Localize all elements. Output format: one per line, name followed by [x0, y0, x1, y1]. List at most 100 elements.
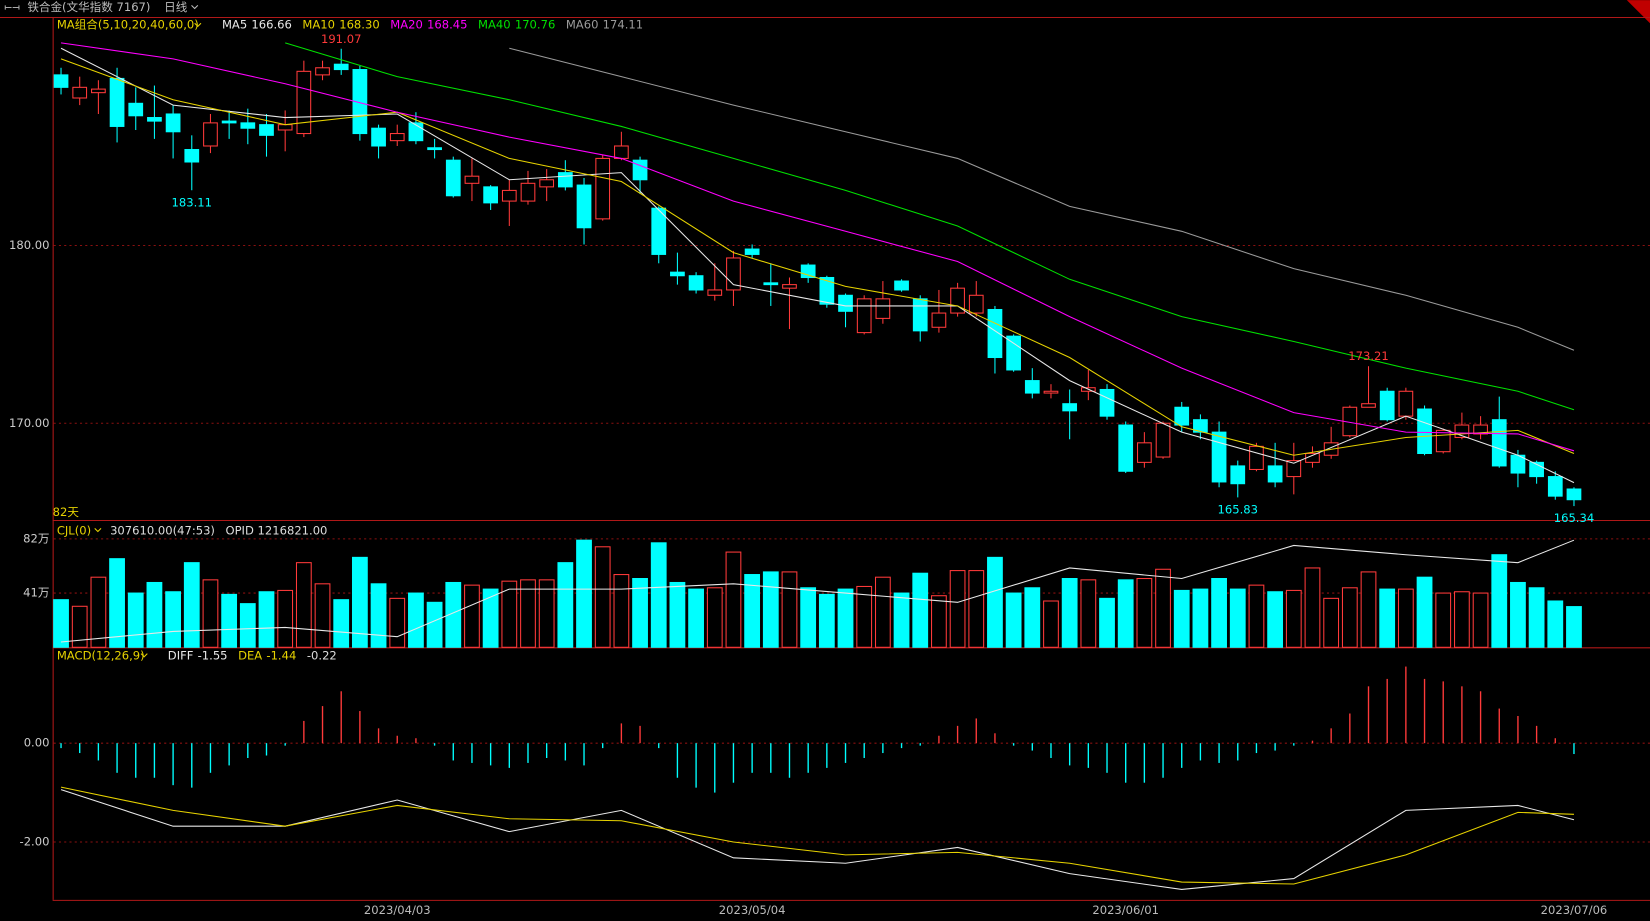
candle-body: [371, 127, 386, 147]
legend: CJL(0) 307610.00(47:53) OPID 1216821.00: [57, 523, 328, 537]
volume-bar: [1136, 577, 1153, 648]
volume-bar: [1416, 576, 1433, 648]
candle-body: [838, 294, 853, 312]
volume-bar: [1341, 587, 1358, 648]
volume-bar: [725, 551, 742, 648]
volume-bar: [1285, 589, 1302, 648]
candle-body: [557, 172, 573, 188]
legend-name: DIFF: [168, 648, 194, 662]
indicator-line: [60, 786, 1574, 885]
candle-body: [1286, 460, 1302, 478]
volume-bar: [1379, 588, 1396, 648]
candle-body: [782, 284, 797, 289]
volume-bar: [650, 542, 667, 648]
candle-body: [520, 182, 536, 202]
legend-value: 170.76: [515, 17, 555, 31]
volume-bar: [482, 588, 499, 648]
candle-body: [1267, 465, 1283, 483]
volume-bar: [912, 572, 929, 648]
indicator-line: [60, 789, 1575, 890]
candle-body: [128, 102, 144, 117]
candle-body: [1024, 380, 1040, 394]
candle-body: [203, 122, 218, 147]
volume-bar: [632, 577, 648, 648]
candle-body: [240, 122, 256, 129]
indicator-line: [60, 42, 1575, 452]
candle-body: [352, 69, 368, 135]
panel-borders: [0, 16, 1650, 901]
candle-body: [1062, 403, 1078, 412]
candle-body: [856, 298, 872, 334]
volume-bar: [1267, 591, 1284, 648]
volume-bar: [1454, 591, 1470, 648]
x-tick-label: 2023/05/04: [719, 903, 786, 917]
legend-value: -1.44: [266, 648, 296, 662]
candle-body: [445, 159, 461, 197]
period-selector[interactable]: 日线: [164, 0, 188, 14]
volume-bar: [706, 587, 723, 648]
candle-body: [1473, 424, 1488, 435]
legend: MACD(12,26,9) DIFF -1.55 DEA -1.44 -0.22: [57, 648, 337, 662]
candle-body: [576, 184, 592, 229]
legend-name: DEA: [238, 648, 262, 662]
candle-body: [91, 88, 106, 94]
candle-body: [1491, 419, 1507, 467]
volume-bar: [1024, 587, 1041, 648]
volume-bar: [744, 574, 761, 648]
candle-body: [1211, 431, 1227, 483]
y-tick-label: 0.00: [24, 736, 50, 750]
x-tick-label: 2023/04/03: [364, 903, 431, 917]
candle-body: [1099, 388, 1115, 417]
volume-bar: [1005, 592, 1022, 648]
volume-bar: [1192, 588, 1209, 648]
volume-bar: [1099, 597, 1115, 648]
volume-bar: [987, 556, 1003, 648]
volume-bar: [874, 576, 891, 648]
x-tick-label: 2023/06/01: [1092, 903, 1159, 917]
candle-body: [1006, 335, 1021, 371]
volume-bar: [426, 601, 443, 648]
candle-body: [1417, 408, 1432, 455]
candle-body: [315, 67, 330, 76]
candle-body: [1043, 390, 1059, 394]
volume-bar: [837, 588, 854, 648]
y-tick-label: 82万: [23, 531, 49, 545]
candle-body: [894, 280, 909, 291]
volume-bar: [968, 570, 985, 648]
volume-bar: [1080, 579, 1097, 648]
candle-body: [614, 145, 629, 159]
volume-bar: [1043, 600, 1059, 648]
volume-bar: [594, 546, 611, 648]
candle-body: [1249, 445, 1264, 471]
candle-body: [1361, 403, 1376, 408]
volume-bar: [781, 571, 798, 648]
candle-body: [464, 175, 480, 184]
volume-bar: [464, 584, 480, 648]
volume-bar: [1435, 592, 1452, 648]
volume-bar: [1304, 567, 1321, 648]
candle-body: [1155, 422, 1171, 458]
volume-bar: [295, 562, 312, 648]
candle-body: [912, 298, 928, 332]
indicator-title: CJL(0): [57, 523, 91, 537]
indicator-line: [60, 58, 1575, 456]
dropdown-arrow: [94, 528, 102, 533]
volume-bar: [1229, 588, 1246, 648]
candle-body: [1398, 390, 1414, 417]
indicator-line: [60, 47, 1575, 484]
volume-bar: [1547, 600, 1564, 648]
indicator-line: [509, 47, 1575, 351]
volume-bar: [818, 593, 835, 648]
volume-bar: [931, 595, 947, 648]
dropdown-arrow: [140, 653, 148, 658]
legend-name: MA5: [222, 17, 247, 31]
candle-body: [277, 124, 293, 131]
candle-body: [1547, 476, 1563, 497]
dropdown-arrow[interactable]: [191, 5, 199, 10]
volume-bar: [183, 562, 200, 648]
volume-bar: [221, 593, 238, 648]
volume-bar: [351, 556, 368, 648]
volume-bar: [856, 585, 873, 648]
candle-body: [726, 257, 741, 291]
